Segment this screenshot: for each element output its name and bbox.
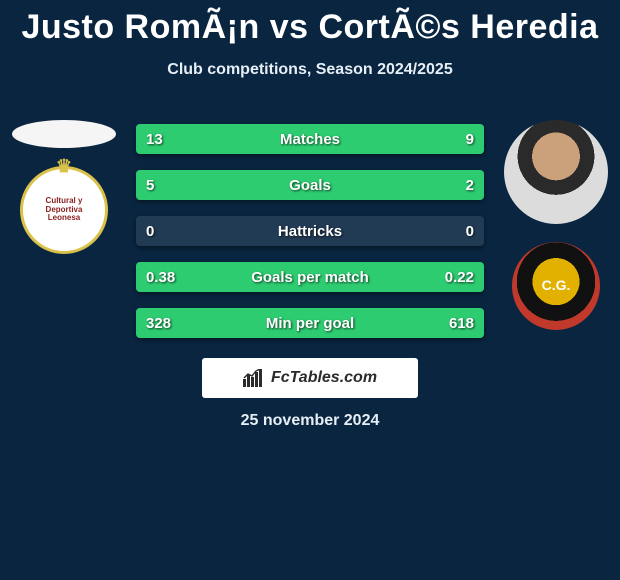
club-badge-left: ♛ Cultural y Deportiva Leonesa [20, 166, 108, 254]
stat-row: 139Matches [136, 124, 484, 154]
stat-row: 0.380.22Goals per match [136, 262, 484, 292]
club-left-name: Cultural y Deportiva Leonesa [29, 197, 99, 223]
footer-date: 25 november 2024 [0, 412, 620, 430]
stat-label: Goals per match [136, 262, 484, 292]
stat-label: Hattricks [136, 216, 484, 246]
stat-label: Min per goal [136, 308, 484, 338]
page-title: Justo RomÃ¡n vs CortÃ©s Heredia [0, 0, 620, 47]
brand-box[interactable]: FcTables.com [202, 358, 418, 398]
stat-row: 52Goals [136, 170, 484, 200]
stats-container: 139Matches 52Goals 00Hattricks 0.380.22Goal… [136, 124, 484, 354]
club-badge-right: C.G. [512, 242, 600, 330]
club-right-name: C.G. [542, 278, 571, 293]
player-right-face [504, 120, 608, 224]
player-left-avatar [12, 120, 116, 148]
stat-label: Matches [136, 124, 484, 154]
stat-row: 328618Min per goal [136, 308, 484, 338]
stat-row: 00Hattricks [136, 216, 484, 246]
player-left-column: ♛ Cultural y Deportiva Leonesa [8, 120, 120, 254]
page-subtitle: Club competitions, Season 2024/2025 [0, 61, 620, 79]
crown-icon: ♛ [56, 157, 72, 177]
player-right-avatar [504, 120, 608, 224]
stat-label: Goals [136, 170, 484, 200]
brand-text: FcTables.com [271, 369, 377, 387]
player-right-column: C.G. [500, 120, 612, 330]
bars-chart-icon [243, 369, 265, 387]
